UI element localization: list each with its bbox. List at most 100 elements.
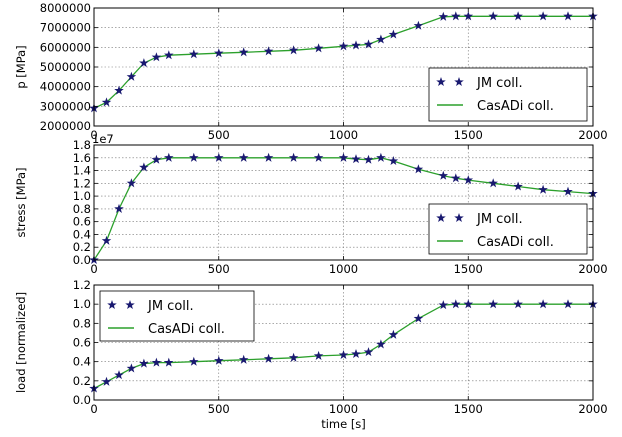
- data-point-0-25: [563, 186, 573, 196]
- data-point-0-1: [101, 376, 112, 386]
- data-point-0-15: [363, 154, 374, 164]
- legend-box: [428, 67, 588, 122]
- data-point-0-24: [538, 184, 548, 194]
- y-tick-label: 1.0: [73, 189, 91, 203]
- x-tick-label: 0: [90, 402, 97, 416]
- y-offset-text: 1e7: [92, 132, 114, 146]
- subplot-3: 0 500 1000 1500 2000 0.0 0.2 0.4 0.6 0.8 1.0 1.2 loa…: [14, 278, 608, 431]
- data-point-0-20: [451, 173, 461, 183]
- y-tick-label: 0.4: [73, 355, 91, 369]
- y-tick-label: 0.2: [73, 240, 91, 254]
- x-axis-label: time [s]: [321, 417, 366, 431]
- y-tick-label: 1.2: [73, 278, 91, 292]
- data-point-0-20: [451, 299, 461, 309]
- data-point-0-9: [238, 152, 249, 162]
- x-tick-label: 1000: [329, 128, 358, 142]
- legend: JM coll. CasADi coll.: [428, 67, 588, 122]
- y-tick-label: 0.0: [73, 393, 91, 407]
- y-tick-label: 1.6: [73, 151, 91, 165]
- y-tick-label: 0.8: [73, 202, 91, 216]
- data-point-0-2: [114, 203, 124, 213]
- data-point-0-22: [488, 299, 498, 309]
- data-point-0-11: [288, 152, 299, 162]
- legend: JM coll. CasADi coll.: [428, 203, 588, 255]
- data-point-0-16: [376, 34, 386, 44]
- data-point-0-7: [189, 356, 199, 366]
- y-tick-label: 0.6: [73, 336, 91, 350]
- data-point-0-25: [563, 11, 573, 21]
- data-point-0-23: [513, 299, 523, 309]
- data-point-0-5: [151, 52, 162, 62]
- y-axis-label: p [MPa]: [14, 45, 28, 88]
- data-point-0-16: [376, 152, 386, 162]
- y-tick-label: 0.8: [73, 316, 91, 330]
- y-tick-label: 1.0: [73, 297, 91, 311]
- y-tick-label: 0.6: [73, 215, 91, 229]
- data-point-0-14: [351, 154, 361, 164]
- data-point-0-11: [288, 45, 299, 55]
- data-point-0-9: [238, 354, 249, 364]
- subplot-1: 0 500 1000 1500 2000 2000000 3000000 4000000 500…: [14, 1, 608, 142]
- legend-label: CasADi coll.: [477, 235, 554, 250]
- y-tick-label: 7000000: [40, 21, 91, 35]
- data-point-0-5: [151, 357, 162, 367]
- data-point-0-9: [238, 47, 249, 57]
- legend-label: CasADi coll.: [477, 99, 554, 114]
- x-tick-label: 500: [208, 402, 230, 416]
- legend-label: CasADi coll.: [148, 322, 225, 337]
- data-point-0-8: [214, 48, 224, 58]
- x-tick-label: 500: [208, 128, 230, 142]
- legend: JM coll. CasADi coll.: [99, 290, 255, 342]
- x-tick-label: 1500: [454, 262, 483, 276]
- y-tick-label: 6000000: [40, 40, 91, 54]
- data-point-0-2: [114, 370, 124, 380]
- data-point-0-1: [101, 235, 112, 245]
- data-point-0-12: [313, 350, 324, 360]
- x-tick-label: 1000: [329, 262, 358, 276]
- y-tick-label: 0.4: [73, 227, 91, 241]
- data-point-0-19: [438, 11, 449, 21]
- data-point-0-12: [313, 152, 324, 162]
- x-tick-label: 1500: [454, 128, 483, 142]
- legend-label: JM coll.: [476, 212, 523, 227]
- y-tick-label: 8000000: [40, 1, 91, 15]
- data-point-0-10: [263, 152, 274, 162]
- data-point-0-10: [263, 353, 274, 363]
- data-point-0-6: [164, 152, 174, 162]
- x-tick-label: 1500: [454, 402, 483, 416]
- legend-box: [428, 203, 588, 255]
- data-point-0-3: [126, 363, 137, 373]
- data-point-0-14: [351, 349, 361, 359]
- data-point-0-24: [538, 299, 548, 309]
- data-point-0-25: [563, 299, 573, 309]
- data-point-0-11: [288, 352, 299, 362]
- data-point-0-18: [413, 20, 424, 30]
- data-point-0-4: [139, 358, 149, 368]
- data-point-0-7: [189, 49, 199, 59]
- y-tick-label: 1.2: [73, 176, 91, 190]
- x-tick-label: 0: [90, 262, 97, 276]
- data-point-0-10: [263, 46, 274, 56]
- y-tick-label: 1.4: [73, 164, 91, 178]
- data-point-0-12: [313, 43, 324, 53]
- y-tick-label: 3000000: [40, 99, 91, 113]
- data-point-0-17: [388, 156, 399, 166]
- x-tick-label: 0: [90, 128, 97, 142]
- y-tick-label: 1.8: [73, 138, 91, 152]
- data-point-0-21: [463, 175, 474, 185]
- data-point-0-23: [513, 181, 523, 191]
- y-axis-label: stress [MPa]: [14, 167, 28, 237]
- y-tick-label: 5000000: [40, 60, 91, 74]
- data-point-0-14: [351, 40, 361, 50]
- x-tick-label: 500: [208, 262, 230, 276]
- y-tick-label: 2000000: [40, 119, 91, 133]
- data-point-0-6: [164, 50, 174, 60]
- data-point-0-19: [438, 300, 449, 310]
- data-point-0-7: [189, 152, 199, 162]
- y-tick-label: 0.0: [73, 253, 91, 267]
- data-point-0-20: [451, 11, 461, 21]
- legend-label: JM coll.: [476, 76, 523, 91]
- data-point-0-4: [139, 162, 149, 172]
- subplot-2: 0 500 1000 1500 2000 0.00.20.40.60.81.01.21.4…: [14, 132, 608, 276]
